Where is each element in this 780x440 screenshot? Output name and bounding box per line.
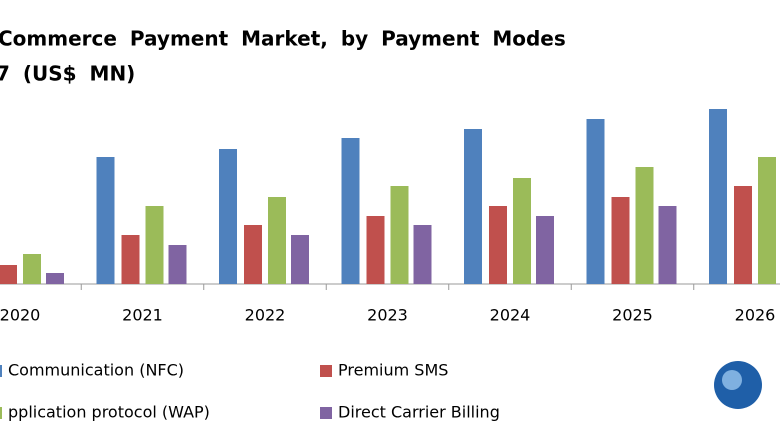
bar	[635, 167, 654, 284]
bar	[366, 216, 385, 284]
bar	[219, 149, 237, 284]
bar	[413, 225, 432, 284]
x-tick-label: 2022	[245, 306, 286, 325]
bar	[145, 206, 164, 284]
chart-subtitle: 7 (US$ MN)	[0, 62, 135, 86]
legend-swatch	[320, 365, 332, 377]
bar	[291, 235, 309, 284]
bar	[0, 265, 17, 284]
x-tick-label: 2026	[735, 306, 776, 325]
chart-title: Commerce Payment Market, by Payment Mode…	[0, 27, 566, 51]
legend-label: Direct Carrier Billing	[338, 403, 500, 422]
bar	[734, 186, 752, 284]
logo	[714, 361, 762, 409]
x-tick-label: 2025	[612, 306, 653, 325]
x-tick-label: 2024	[490, 306, 531, 325]
legend-swatch	[320, 407, 332, 419]
bar	[121, 235, 140, 284]
x-tick-label: 2021	[122, 306, 163, 325]
x-tick-label: 2020	[0, 306, 40, 325]
bar	[268, 197, 286, 284]
bar	[244, 225, 262, 284]
bar	[23, 254, 41, 284]
bar	[513, 178, 531, 284]
bar	[758, 157, 776, 284]
bar	[341, 138, 360, 284]
bar	[489, 206, 507, 284]
bar	[586, 119, 605, 284]
bar	[658, 206, 677, 284]
bar	[390, 186, 409, 284]
bar	[536, 216, 554, 284]
bar	[46, 273, 64, 284]
legend-swatch	[0, 407, 2, 419]
legend-label: Communication (NFC)	[8, 361, 184, 380]
bar	[464, 129, 482, 284]
x-tick-label: 2023	[367, 306, 408, 325]
bar	[611, 197, 630, 284]
legend-swatch	[0, 365, 2, 377]
bar	[709, 109, 727, 284]
legend-label: Premium SMS	[338, 361, 448, 380]
legend-label: pplication protocol (WAP)	[8, 403, 210, 422]
bar	[168, 245, 187, 284]
bar	[96, 157, 115, 284]
